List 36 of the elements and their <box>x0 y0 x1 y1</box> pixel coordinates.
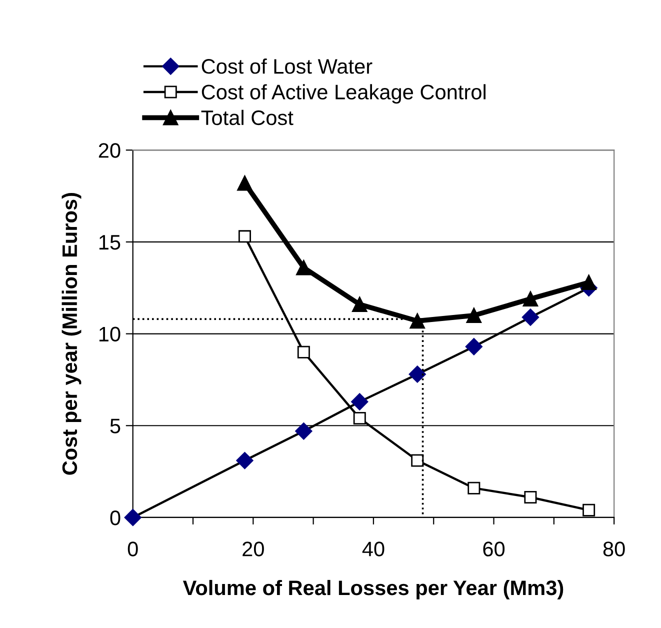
x-tick-label: 0 <box>128 542 138 556</box>
point <box>582 504 596 516</box>
y-tick-label: 10 <box>99 326 120 342</box>
y-tick-label: 15 <box>99 235 120 250</box>
x-tick-label: 60 <box>483 542 505 556</box>
point <box>352 296 368 312</box>
legend-label: Cost of Active Leakage Control <box>202 84 486 104</box>
point <box>468 482 480 494</box>
x-tick-label: 80 <box>603 542 625 556</box>
x-tick-label: 20 <box>242 542 264 556</box>
legend-label: Cost of Lost Water <box>202 58 372 74</box>
y-axis-title: Cost per year (Million Euros) <box>62 193 82 475</box>
point <box>351 393 368 410</box>
legend-label: Total Cost <box>201 110 294 126</box>
point <box>296 260 312 276</box>
point <box>581 274 596 290</box>
point <box>236 452 254 470</box>
y-tick-label: 20 <box>98 143 120 158</box>
point <box>465 338 482 356</box>
point <box>522 291 538 307</box>
point <box>408 366 426 383</box>
point <box>237 176 252 191</box>
point <box>353 412 366 425</box>
point <box>522 308 540 326</box>
x-tick-label: 40 <box>362 542 384 556</box>
x-axis-title: Volume of Real Losses per Year (Mm3) <box>182 580 564 600</box>
point <box>466 308 482 324</box>
y-tick-label: 5 <box>110 418 120 434</box>
point <box>297 346 310 358</box>
point <box>295 422 312 440</box>
point <box>524 491 537 504</box>
y-tick-label: 0 <box>110 510 120 526</box>
point <box>411 454 424 467</box>
point <box>238 230 251 243</box>
point <box>410 313 426 329</box>
point <box>124 508 142 526</box>
